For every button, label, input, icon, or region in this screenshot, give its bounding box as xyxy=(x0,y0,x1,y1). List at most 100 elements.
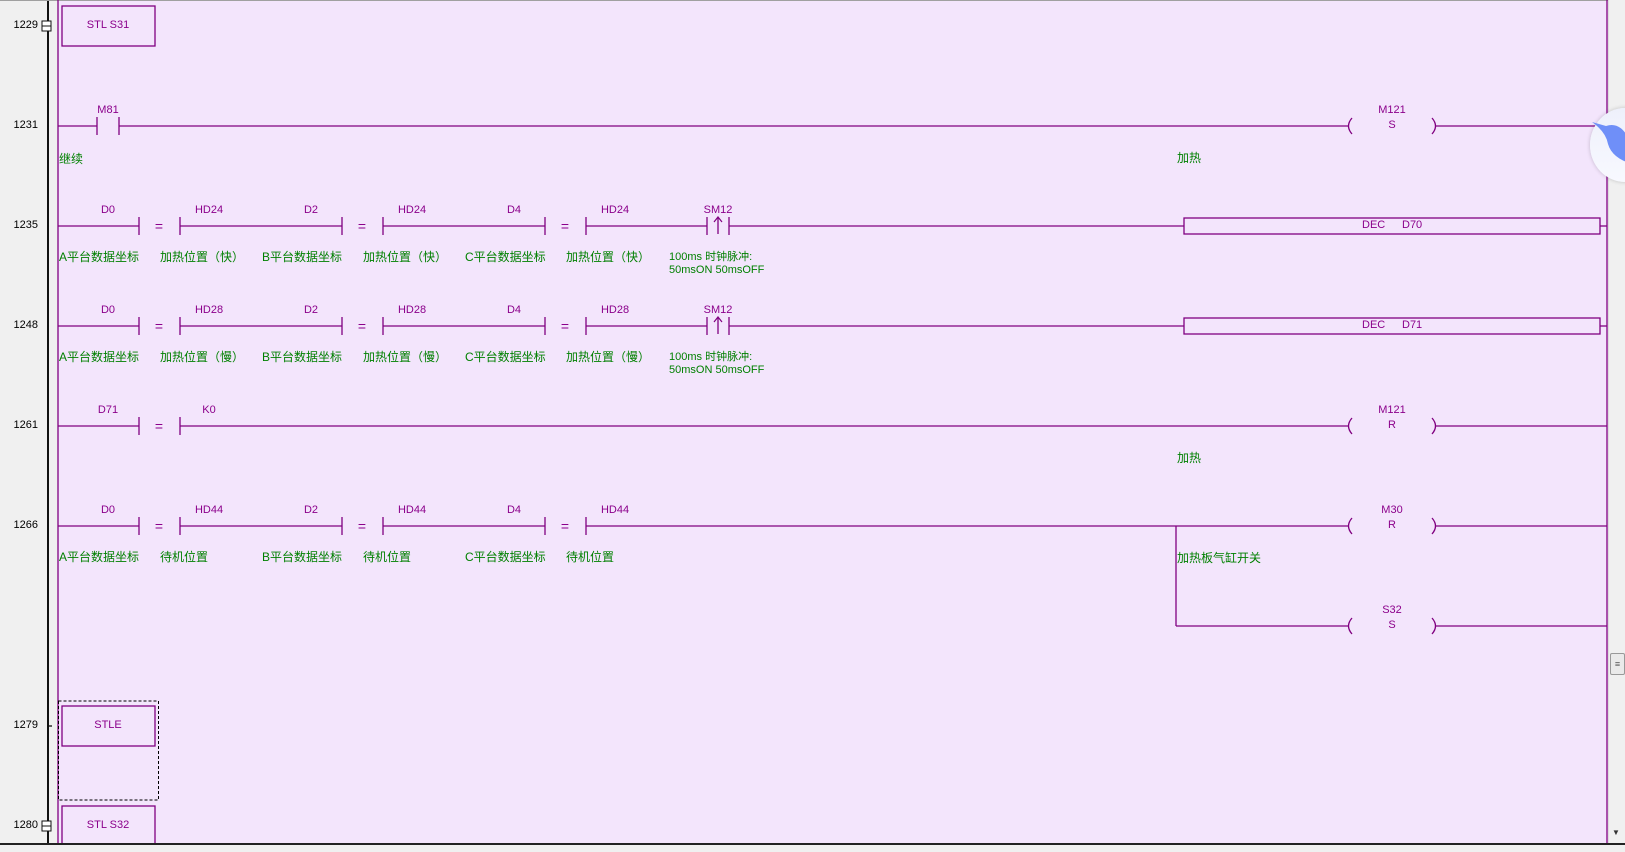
operand-b-comment: 待机位置 xyxy=(363,550,412,564)
contact-label[interactable]: M81 xyxy=(97,104,119,116)
compare-equal-symbol: = xyxy=(357,518,367,534)
output-coil-right-paren xyxy=(1431,417,1437,435)
output-coil-left-paren xyxy=(1347,117,1353,135)
branch-output-coil-label[interactable]: S32 xyxy=(1382,604,1402,616)
pulse-contact-comment: 100ms 时钟脉冲: 50msON 50msOFF xyxy=(669,251,765,276)
output-coil-op: R xyxy=(1388,419,1396,431)
status-bar xyxy=(0,843,1625,852)
compare-operand-a[interactable]: D4 xyxy=(506,504,522,516)
operand-b-comment: 待机位置 xyxy=(566,550,615,564)
compare-operand-b[interactable]: HD44 xyxy=(194,504,224,516)
pulse-contact-comment: 100ms 时钟脉冲: 50msON 50msOFF xyxy=(669,351,765,376)
vertical-scrollbar[interactable] xyxy=(1608,0,1625,843)
rising-edge-arrow-icon xyxy=(713,216,723,223)
compare-equal-symbol: = xyxy=(560,518,570,534)
rising-edge-arrow-icon xyxy=(713,316,723,323)
operand-a-comment: A平台数据坐标 xyxy=(59,250,140,264)
line-number: 1248 xyxy=(13,319,38,331)
output-coil-op: S xyxy=(1388,119,1396,131)
compare-operand-b[interactable]: HD44 xyxy=(397,504,427,516)
output-coil-left-paren xyxy=(1347,417,1353,435)
output-coil-label[interactable]: M121 xyxy=(1378,404,1406,416)
contact-comment: 继续 xyxy=(59,152,84,166)
branch-output-coil-right-paren xyxy=(1431,617,1437,635)
compare-equal-symbol: = xyxy=(154,418,164,434)
output-coil-left-paren xyxy=(1347,517,1353,535)
compare-operand-a[interactable]: D4 xyxy=(506,204,522,216)
operand-a-comment: C平台数据坐标 xyxy=(465,350,546,364)
compare-operand-b[interactable]: HD24 xyxy=(600,204,630,216)
operand-b-comment: 加热位置（慢） xyxy=(363,350,448,364)
compare-equal-symbol: = xyxy=(154,518,164,534)
function-block-arg[interactable]: D70 xyxy=(1402,219,1423,231)
operand-a-comment: A平台数据坐标 xyxy=(59,350,140,364)
compare-operand-a[interactable]: D0 xyxy=(100,504,116,516)
compare-operand-a[interactable]: D2 xyxy=(303,504,319,516)
compare-equal-symbol: = xyxy=(154,318,164,334)
compare-operand-a[interactable]: D0 xyxy=(100,304,116,316)
output-coil-label[interactable]: M121 xyxy=(1378,104,1406,116)
stl-instruction-label[interactable]: STL S31 xyxy=(86,19,130,31)
operand-a-comment: C平台数据坐标 xyxy=(465,250,546,264)
function-block-arg[interactable]: D71 xyxy=(1402,319,1423,331)
operand-b-comment: 加热位置（快） xyxy=(566,250,651,264)
top-border xyxy=(0,0,1625,1)
stl-instruction-box xyxy=(61,705,156,747)
compare-equal-symbol: = xyxy=(560,218,570,234)
line-number: 1261 xyxy=(13,419,38,431)
compare-equal-symbol: = xyxy=(357,218,367,234)
pulse-contact-label[interactable]: SM12 xyxy=(703,204,733,216)
selection-box xyxy=(58,700,159,801)
compare-operand-a[interactable]: D2 xyxy=(303,204,319,216)
line-number: 1279 xyxy=(13,719,38,731)
output-coil-label[interactable]: M30 xyxy=(1381,504,1403,516)
function-block-op[interactable]: DEC xyxy=(1362,319,1386,331)
operand-a-comment: B平台数据坐标 xyxy=(262,250,343,264)
output-coil-right-paren xyxy=(1431,117,1437,135)
scroll-down-icon[interactable]: ▼ xyxy=(1612,828,1620,837)
coil-comment: 加热 xyxy=(1177,451,1202,465)
stl-instruction-box xyxy=(61,5,156,47)
operand-a-comment: A平台数据坐标 xyxy=(59,550,140,564)
compare-operand-b[interactable]: HD28 xyxy=(194,304,224,316)
branch-output-coil-left-paren xyxy=(1347,617,1353,635)
compare-operand-b[interactable]: HD24 xyxy=(194,204,224,216)
stl-instruction-label[interactable]: STL S32 xyxy=(86,819,130,831)
stl-instruction-box xyxy=(61,805,156,843)
line-number: 1280 xyxy=(13,819,38,831)
output-coil-right-paren xyxy=(1431,517,1437,535)
line-number: 1266 xyxy=(13,519,38,531)
compare-operand-b[interactable]: HD44 xyxy=(600,504,630,516)
operand-a-comment: C平台数据坐标 xyxy=(465,550,546,564)
compare-operand-b[interactable]: HD28 xyxy=(600,304,630,316)
line-number: 1235 xyxy=(13,219,38,231)
line-number: 1229 xyxy=(13,19,38,31)
coil-comment: 加热板气缸开关 xyxy=(1177,551,1262,565)
compare-equal-symbol: = xyxy=(560,318,570,334)
compare-operand-a[interactable]: D0 xyxy=(100,204,116,216)
compare-operand-a[interactable]: D2 xyxy=(303,304,319,316)
operand-a-comment: B平台数据坐标 xyxy=(262,350,343,364)
operand-a-comment: B平台数据坐标 xyxy=(262,550,343,564)
function-block-box xyxy=(1183,217,1601,235)
coil-comment: 加热 xyxy=(1177,151,1202,165)
compare-operand-b[interactable]: HD28 xyxy=(397,304,427,316)
compare-operand-a[interactable]: D71 xyxy=(97,404,119,416)
compare-equal-symbol: = xyxy=(357,318,367,334)
operand-b-comment: 加热位置（慢） xyxy=(160,350,245,364)
function-block-op[interactable]: DEC xyxy=(1362,219,1386,231)
line-number: 1231 xyxy=(13,119,38,131)
pulse-contact-label[interactable]: SM12 xyxy=(703,304,733,316)
output-coil-op: R xyxy=(1388,519,1396,531)
compare-operand-b[interactable]: HD24 xyxy=(397,204,427,216)
branch-output-coil-op: S xyxy=(1388,619,1396,631)
function-block-box xyxy=(1183,317,1601,335)
compare-operand-b[interactable]: K0 xyxy=(202,404,216,416)
compare-equal-symbol: = xyxy=(154,218,164,234)
gutter-rail xyxy=(47,0,49,843)
scrollbar-thumb[interactable]: ≡ xyxy=(1610,653,1625,675)
compare-operand-a[interactable]: D4 xyxy=(506,304,522,316)
stl-instruction-label[interactable]: STLE xyxy=(94,719,122,731)
operand-b-comment: 加热位置（慢） xyxy=(566,350,651,364)
